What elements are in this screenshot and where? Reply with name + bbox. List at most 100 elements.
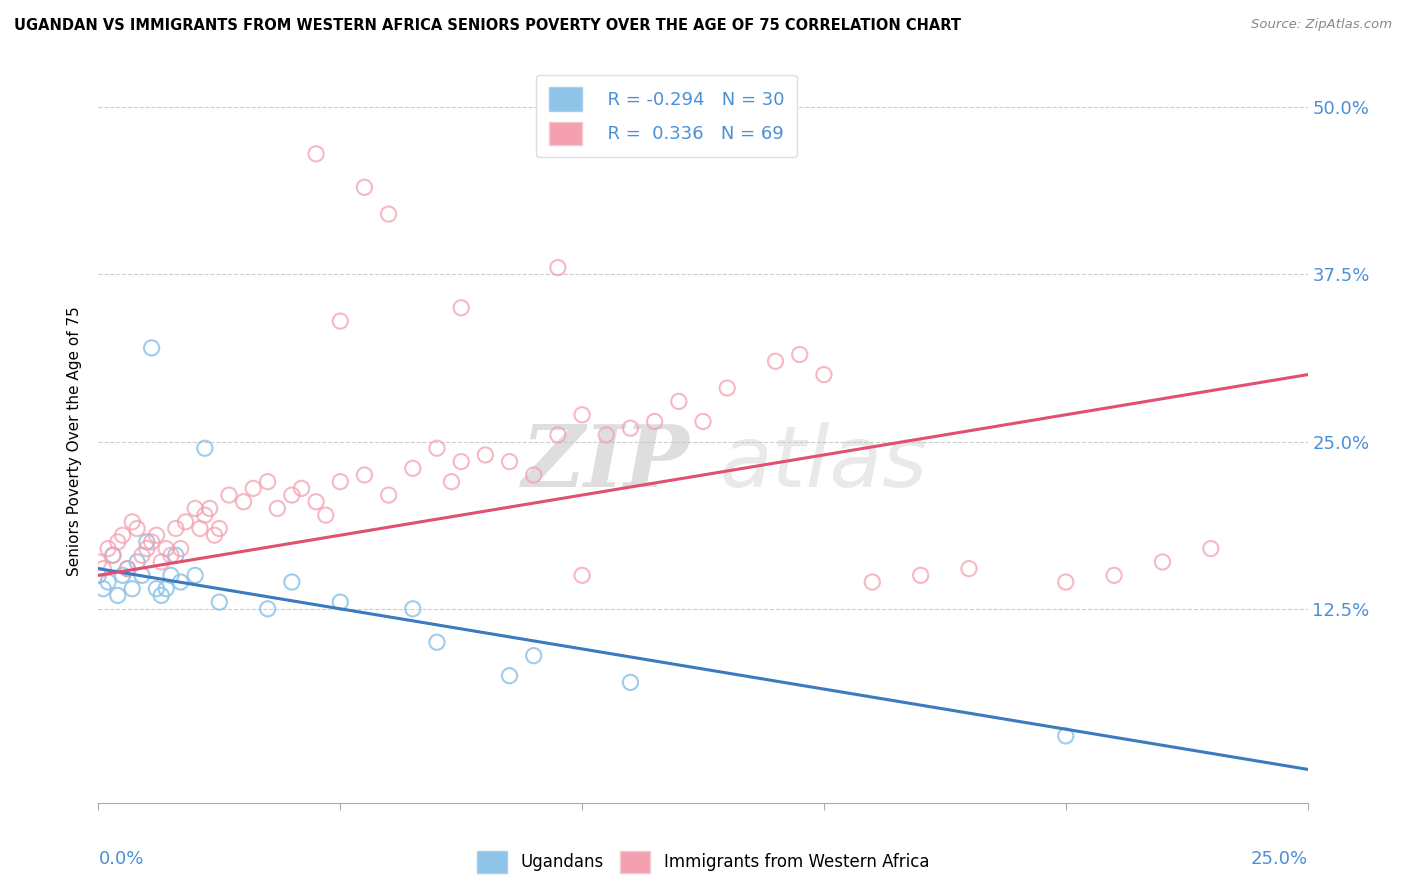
Point	[145, 582, 167, 596]
Text: 0.0%: 0.0%	[98, 849, 143, 868]
Point	[619, 421, 641, 435]
Point	[329, 314, 352, 328]
Point	[450, 301, 472, 315]
Point	[440, 475, 463, 489]
Point	[232, 494, 254, 508]
Point	[305, 146, 328, 161]
Point	[860, 574, 883, 589]
Text: Source: ZipAtlas.com: Source: ZipAtlas.com	[1251, 18, 1392, 31]
Y-axis label: Seniors Poverty Over the Age of 75: Seniors Poverty Over the Age of 75	[67, 307, 83, 576]
Point	[208, 595, 231, 609]
Point	[450, 455, 472, 469]
Point	[107, 589, 129, 603]
Point	[121, 582, 143, 596]
Point	[150, 589, 173, 603]
Point	[174, 515, 197, 529]
Point	[218, 488, 240, 502]
Point	[155, 582, 177, 596]
Point	[1054, 729, 1077, 743]
Point	[426, 442, 449, 455]
Point	[117, 562, 139, 576]
Point	[353, 467, 375, 482]
Point	[668, 394, 690, 409]
Point	[97, 541, 120, 556]
Point	[135, 534, 157, 549]
Point	[165, 548, 187, 563]
Point	[1152, 555, 1174, 569]
Point	[169, 541, 191, 556]
Point	[595, 428, 617, 442]
Point	[141, 341, 163, 355]
Point	[131, 568, 153, 582]
Point	[194, 442, 217, 455]
Legend:   R = -0.294   N = 30,   R =  0.336   N = 69: R = -0.294 N = 30, R = 0.336 N = 69	[536, 75, 797, 157]
Point	[377, 488, 399, 502]
Point	[127, 521, 149, 535]
Text: ZIP: ZIP	[523, 421, 690, 505]
Point	[194, 508, 217, 523]
Point	[198, 501, 221, 516]
Point	[353, 180, 375, 194]
Point	[101, 548, 124, 563]
Point	[256, 602, 278, 616]
Point	[1102, 568, 1125, 582]
Point	[91, 582, 114, 596]
Point	[127, 555, 149, 569]
Point	[121, 515, 143, 529]
Point	[474, 448, 496, 462]
Point	[141, 534, 163, 549]
Point	[242, 482, 264, 496]
Point	[329, 595, 352, 609]
Point	[789, 347, 811, 362]
Point	[716, 381, 738, 395]
Point	[426, 635, 449, 649]
Point	[87, 568, 110, 582]
Point	[910, 568, 932, 582]
Point	[97, 574, 120, 589]
Point	[150, 555, 173, 569]
Point	[145, 528, 167, 542]
Point	[208, 521, 231, 535]
Point	[204, 528, 226, 542]
Point	[87, 555, 110, 569]
Point	[101, 548, 124, 563]
Point	[619, 675, 641, 690]
Point	[169, 574, 191, 589]
Point	[571, 568, 593, 582]
Point	[1054, 574, 1077, 589]
Point	[107, 534, 129, 549]
Point	[329, 475, 352, 489]
Point	[957, 562, 980, 576]
Point	[813, 368, 835, 382]
Point	[281, 574, 304, 589]
Point	[571, 408, 593, 422]
Point	[765, 354, 787, 368]
Text: 25.0%: 25.0%	[1250, 849, 1308, 868]
Point	[523, 467, 546, 482]
Point	[184, 568, 207, 582]
Point	[644, 414, 666, 429]
Point	[281, 488, 304, 502]
Point	[165, 521, 187, 535]
Point	[184, 501, 207, 516]
Point	[305, 494, 328, 508]
Point	[91, 562, 114, 576]
Point	[188, 521, 211, 535]
Point	[256, 475, 278, 489]
Point	[135, 541, 157, 556]
Point	[377, 207, 399, 221]
Point	[523, 648, 546, 663]
Point	[547, 260, 569, 275]
Point	[402, 602, 425, 616]
Point	[111, 528, 134, 542]
Point	[155, 541, 177, 556]
Point	[1199, 541, 1222, 556]
Point	[547, 428, 569, 442]
Point	[498, 455, 520, 469]
Point	[117, 562, 139, 576]
Point	[315, 508, 337, 523]
Point	[160, 568, 183, 582]
Point	[498, 669, 520, 683]
Legend: Ugandans, Immigrants from Western Africa: Ugandans, Immigrants from Western Africa	[470, 845, 936, 880]
Point	[290, 482, 312, 496]
